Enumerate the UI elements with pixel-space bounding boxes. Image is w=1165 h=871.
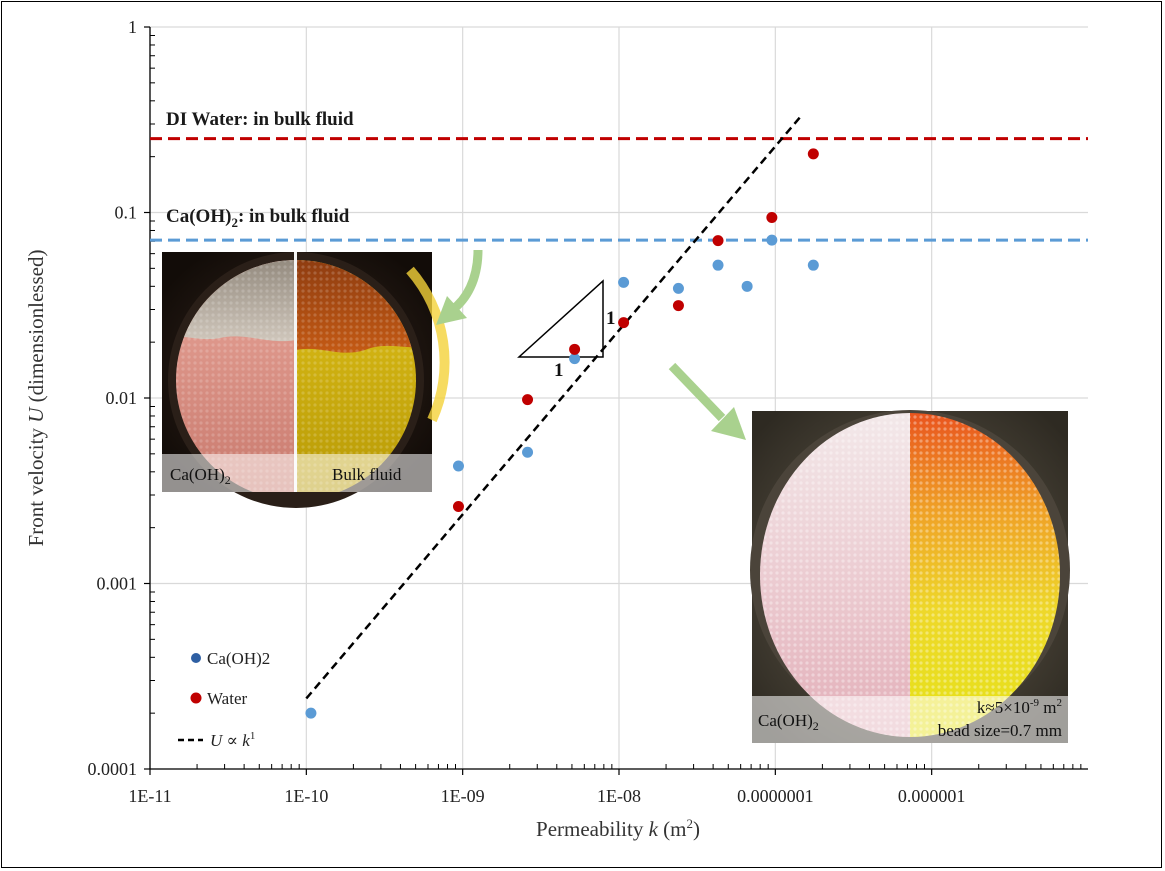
point-ca-oh-2 (766, 234, 778, 246)
x-axis-title: Permeability k (m2) (536, 816, 700, 841)
right-inset-k-value: k≈5×10-9 m2 (977, 697, 1062, 717)
axis-labels: 1E-11 1E-10 1E-09 1E-08 0.0000001 0.000001 1 0.… (88, 17, 966, 806)
y-tick-label: 1 (128, 17, 137, 37)
plot-area (144, 26, 1088, 775)
legend-label-water: Water (207, 689, 247, 708)
x-tick-label: 1E-08 (597, 786, 641, 806)
point-ca-oh-2 (569, 353, 581, 365)
legend-label-fit: U ∝ k1 (210, 730, 255, 750)
x-tick-label: 0.0000001 (737, 786, 814, 806)
arrow-to-right-inset (668, 362, 726, 422)
point-water (672, 300, 684, 312)
point-water (569, 343, 581, 355)
slope-triangle-shape (517, 279, 604, 358)
point-water (807, 148, 819, 160)
data-points (305, 148, 819, 719)
slope-rise-label: 1 (606, 308, 616, 329)
point-ca-oh-2 (712, 259, 724, 271)
point-water (618, 317, 630, 329)
slope-run-label: 1 (554, 360, 564, 381)
y-axis-title: Front velocity U (dimensionlessed) (24, 250, 48, 547)
fit-line-group (305, 113, 804, 700)
y-tick-label: 0.1 (115, 203, 138, 223)
point-ca-oh-2 (618, 276, 630, 288)
point-water (452, 501, 464, 513)
x-tick-label: 1E-10 (284, 786, 328, 806)
y-tick-label: 0.001 (97, 574, 138, 594)
point-ca-oh-2 (452, 460, 464, 472)
fit-line (305, 113, 804, 700)
point-ca-oh-2 (672, 282, 684, 294)
left-inset-caption-left: Ca(OH)2 (170, 465, 231, 487)
point-ca-oh-2 (807, 259, 819, 271)
point-water (712, 235, 724, 247)
point-water (522, 394, 534, 406)
y-tick-label: 0.01 (106, 388, 138, 408)
y-tick-label: 0.0001 (88, 759, 138, 779)
legend: Ca(OH)2 Water U ∝ k1 (178, 649, 270, 750)
left-inset-caption-right: Bulk fluid (332, 465, 402, 484)
arrow-to-left-inset (449, 249, 483, 314)
inset-photo-left: Ca(OH)2 Bulk fluid (162, 252, 450, 508)
x-tick-label: 1E-09 (441, 786, 485, 806)
point-ca-oh-2 (522, 446, 534, 458)
legend-marker-caoh2 (191, 653, 201, 663)
point-ca-oh-2 (305, 707, 317, 719)
point-ca-oh-2 (741, 280, 753, 292)
right-inset-caption-left: Ca(OH)2 (758, 711, 819, 733)
ref-label-water: DI Water: in bulk fluid (166, 109, 354, 130)
slope-triangle: 1 1 (517, 279, 616, 381)
legend-marker-water (190, 692, 202, 704)
x-tick-label: 1E-11 (128, 786, 171, 806)
point-water (766, 211, 778, 223)
inset-photo-right: Ca(OH)2 k≈5×10-9 m2 bead size=0.7 mm (750, 410, 1070, 743)
reference-lines (150, 137, 1088, 242)
x-tick-label: 0.000001 (898, 786, 966, 806)
callout-arrows (436, 249, 746, 440)
right-inset-bead-size: bead size=0.7 mm (938, 721, 1062, 740)
legend-label-caoh2: Ca(OH)2 (207, 649, 270, 668)
ref-label-caoh2: Ca(OH)2: in bulk fluid (166, 206, 350, 230)
